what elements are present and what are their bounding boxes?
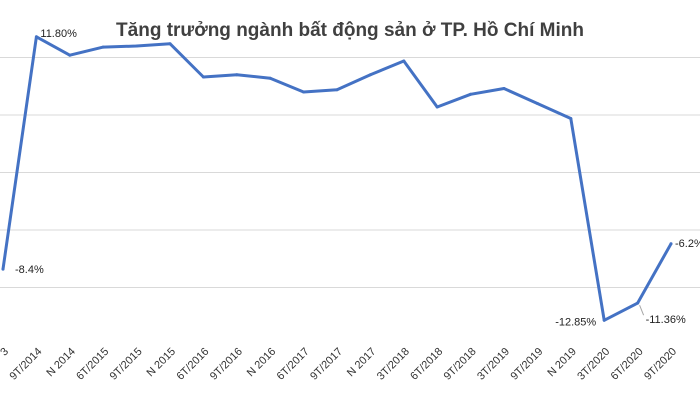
data-label: -6.2% [675, 238, 700, 250]
data-label: 11.80% [40, 28, 77, 40]
data-point [68, 53, 72, 57]
x-tick-label: N 2017 [345, 346, 379, 380]
x-tick-label: 6T/2017 [275, 346, 312, 383]
x-tick-label: 9T/2017 [308, 346, 345, 383]
x-tick-label: 9T/2016 [208, 346, 245, 383]
data-point [402, 59, 406, 63]
series-lines [1, 35, 673, 322]
x-tick-label: 3T/2019 [475, 346, 512, 383]
x-tick-label: 9T/2020 [642, 346, 679, 383]
data-point [636, 301, 640, 305]
data-label: -12.85% [555, 316, 596, 328]
x-tick-label: 3 [0, 346, 11, 359]
series-line [1, 35, 673, 322]
data-point [435, 105, 439, 109]
x-tick-label: N 2019 [545, 346, 579, 380]
data-point [235, 73, 239, 77]
data-label-leader-lines [639, 304, 645, 316]
data-point [569, 116, 573, 120]
data-point [602, 318, 606, 322]
data-point [201, 75, 205, 79]
gridlines [0, 57, 700, 288]
data-point [34, 35, 38, 39]
x-tick-label: 6T/2016 [174, 346, 211, 383]
x-tick-label: N 2015 [145, 346, 179, 380]
leader-line [639, 304, 645, 316]
x-tick-label: N 2014 [44, 346, 78, 380]
data-point [535, 102, 539, 105]
x-tick-label: 9T/2014 [7, 346, 44, 383]
data-label: -11.36% [646, 314, 686, 326]
data-label: -8.4% [15, 264, 44, 276]
data-point [469, 92, 473, 96]
data-labels: -8.4% 11.80% -12.85% -11.36% -6.2% [15, 28, 700, 328]
x-tick-label: 9T/2015 [108, 346, 145, 383]
x-tick-label: 3T/2020 [575, 346, 612, 383]
data-point [669, 242, 673, 246]
x-tick-label: N 2016 [245, 346, 279, 380]
data-point [302, 90, 306, 94]
x-tick-label: 6T/2015 [74, 346, 111, 383]
x-tick-label: 3T/2018 [375, 346, 412, 383]
data-point [1, 267, 5, 271]
data-point [101, 45, 105, 49]
x-tick-label: 6T/2020 [609, 346, 646, 383]
data-point [268, 76, 272, 80]
data-point [135, 44, 139, 48]
data-point [368, 73, 372, 77]
data-point [502, 87, 506, 91]
chart-title: Tăng trưởng ngành bất động sản ở TP. Hồ … [116, 20, 584, 41]
x-tick-label: 9T/2018 [442, 346, 479, 383]
data-point [335, 88, 339, 92]
x-tick-label: 9T/2019 [508, 346, 545, 383]
x-tick-label: 6T/2018 [408, 346, 445, 383]
data-point [168, 42, 172, 46]
